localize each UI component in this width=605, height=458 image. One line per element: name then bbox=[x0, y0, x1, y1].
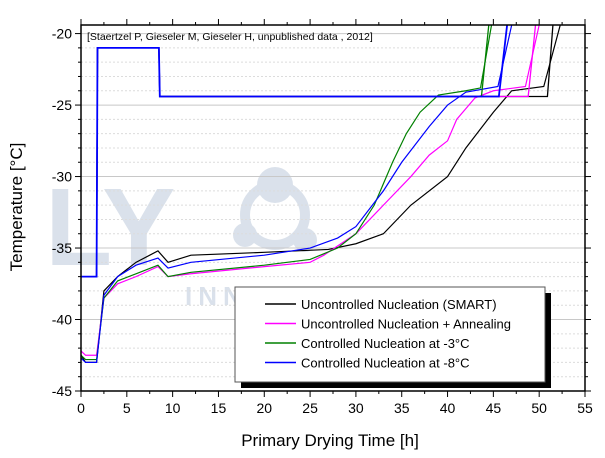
x-axis-label: Primary Drying Time [h] bbox=[241, 431, 419, 450]
series-line bbox=[81, 25, 513, 364]
series-line bbox=[81, 25, 561, 364]
citation-annotation: [Staertzel P, Gieseler M, Gieseler H, un… bbox=[87, 31, 373, 43]
legend-label: Controlled Nucleation at -8°C bbox=[301, 356, 470, 371]
x-tick-label: 10 bbox=[165, 400, 181, 416]
y-tick-label: -40 bbox=[52, 312, 72, 328]
x-tick-label: 25 bbox=[302, 400, 318, 416]
shelf-temperature-line bbox=[81, 25, 509, 278]
x-tick-label: 30 bbox=[348, 400, 364, 416]
series-line bbox=[81, 25, 540, 356]
series-line bbox=[81, 25, 493, 361]
x-tick-label: 5 bbox=[123, 400, 131, 416]
y-tick-label: -45 bbox=[52, 383, 72, 399]
x-tick-label: 20 bbox=[256, 400, 272, 416]
x-tick-label: 40 bbox=[440, 400, 456, 416]
legend-label: Uncontrolled Nucleation + Annealing bbox=[301, 317, 511, 332]
y-tick-label: -35 bbox=[52, 240, 72, 256]
y-tick-label: -20 bbox=[52, 26, 72, 42]
x-tick-label: 50 bbox=[531, 400, 547, 416]
x-tick-label: 45 bbox=[486, 400, 502, 416]
x-tick-label: 55 bbox=[577, 400, 593, 416]
y-axis-label: Temperature [°C] bbox=[7, 143, 26, 272]
y-tick-label: -30 bbox=[52, 169, 72, 185]
legend-label: Uncontrolled Nucleation (SMART) bbox=[301, 297, 497, 312]
x-tick-label: 35 bbox=[394, 400, 410, 416]
y-tick-label: -25 bbox=[52, 97, 72, 113]
legend-label: Controlled Nucleation at -3°C bbox=[301, 336, 470, 351]
x-tick-label: 15 bbox=[211, 400, 227, 416]
legend: Uncontrolled Nucleation (SMART) Uncontrol… bbox=[234, 286, 551, 388]
x-tick-label: 0 bbox=[77, 400, 85, 416]
legend-box bbox=[234, 286, 546, 383]
